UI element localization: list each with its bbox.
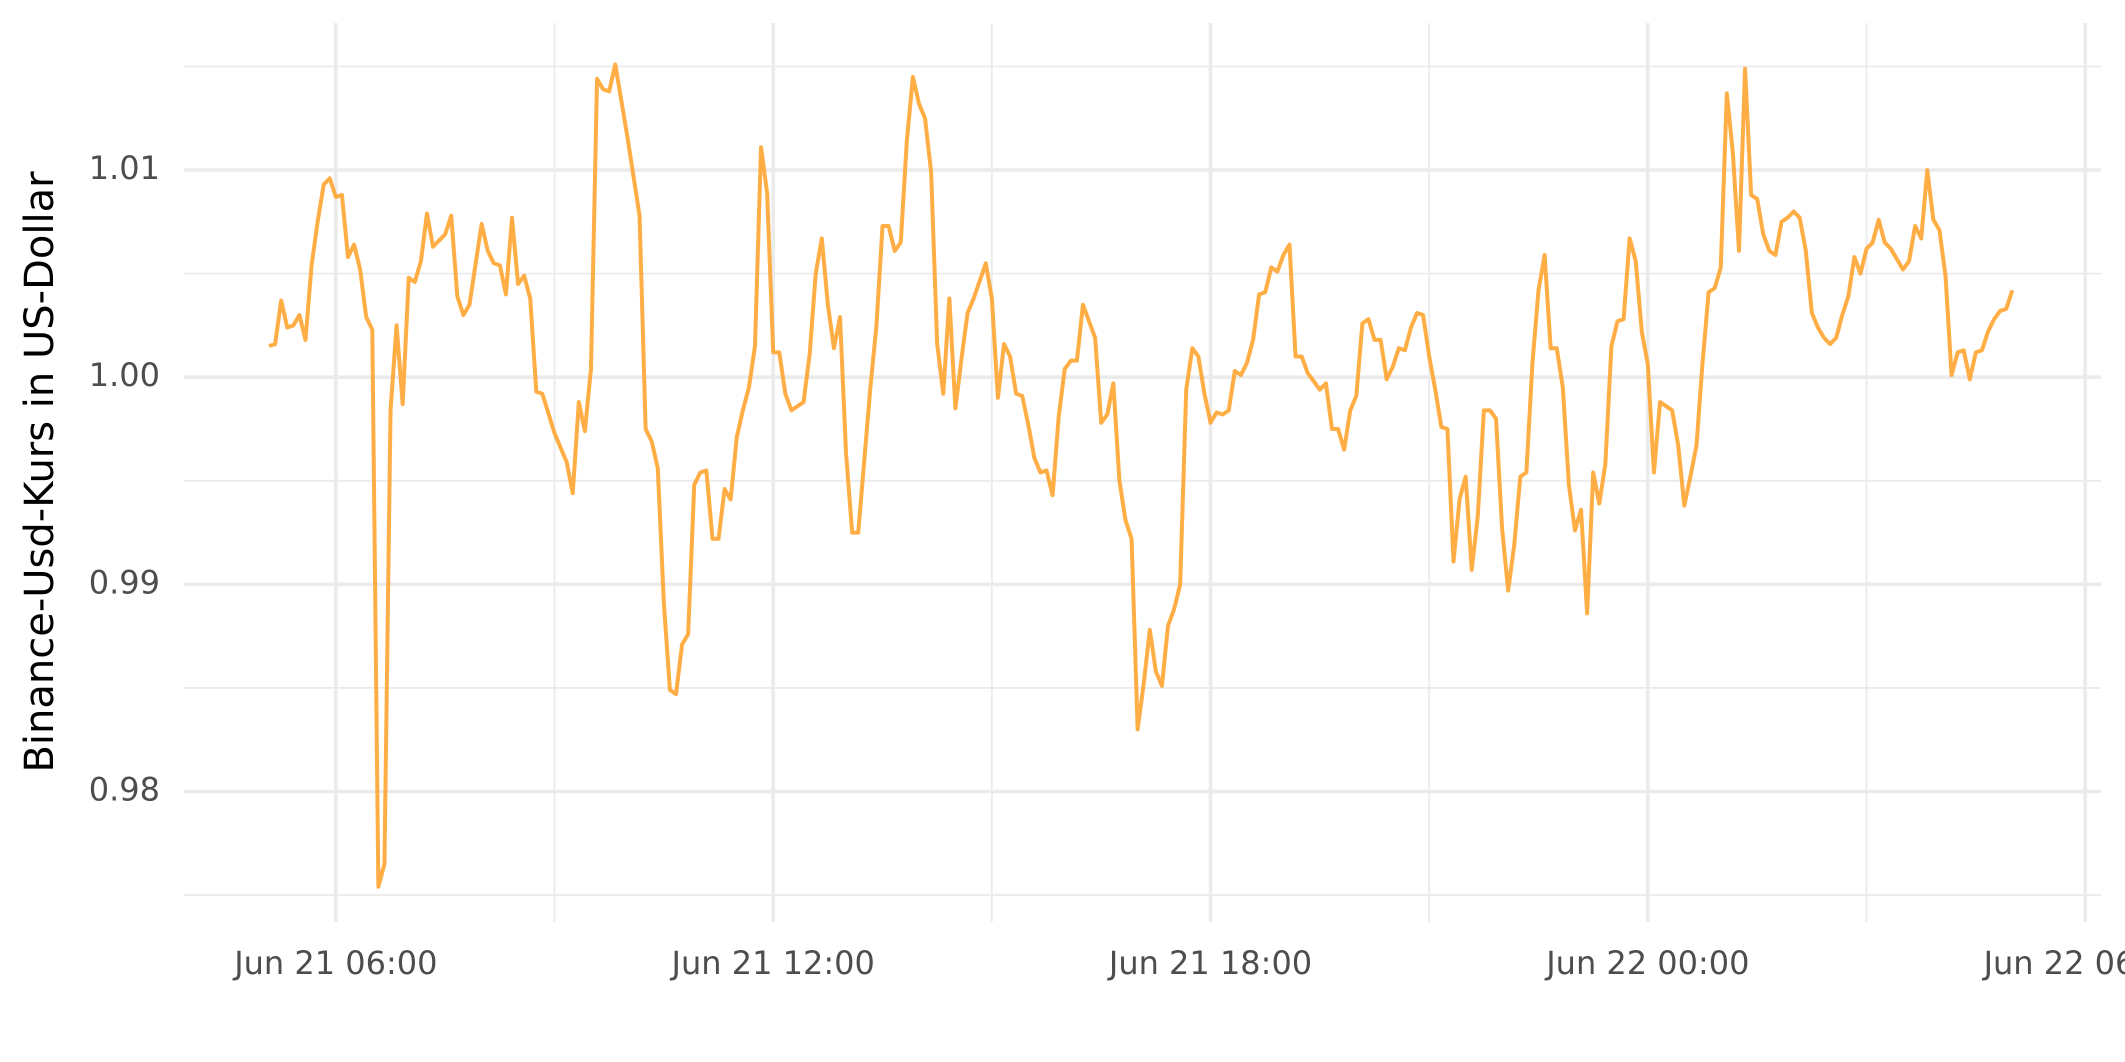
y-tick-label: 0.99: [89, 563, 160, 601]
y-axis-title: Binance-Usd-Kurs in US-Dollar: [17, 171, 63, 773]
y-tick-label: 1.00: [89, 356, 160, 394]
x-tick-label: Jun 22 06:00: [1982, 944, 2125, 982]
x-tick-label: Jun 21 06:00: [232, 944, 437, 982]
price-line: [268, 62, 2015, 889]
x-tick-label: Jun 21 12:00: [670, 944, 875, 982]
y-tick-label: 0.98: [89, 771, 160, 809]
x-tick-label: Jun 22 00:00: [1544, 944, 1749, 982]
x-tick-label: Jun 21 18:00: [1107, 944, 1312, 982]
y-tick-label: 1.01: [89, 149, 160, 187]
